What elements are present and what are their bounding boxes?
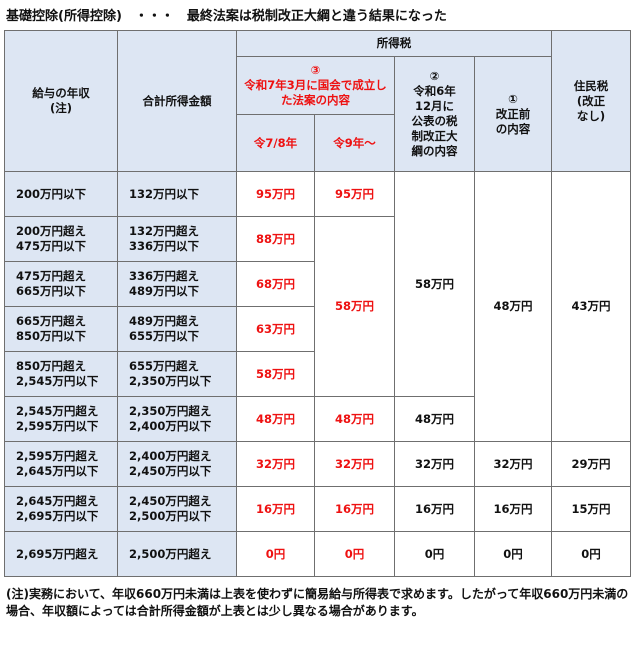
income-cell: 2,595万円超え 2,645万円以下: [4, 441, 118, 487]
resident-cell: 15万円: [551, 486, 631, 532]
income-cell: 2,695万円超え: [4, 531, 118, 577]
r7-8-cell: 0円: [236, 531, 315, 577]
header-total-income: 合計所得金額: [117, 30, 237, 172]
r7-8-cell: 16万円: [236, 486, 315, 532]
r9-cell: 95万円: [314, 171, 395, 217]
total-income-cell: 2,350万円超え 2,400万円以下: [117, 396, 237, 442]
header-income-tax: 所得税: [236, 30, 552, 57]
page-title: 基礎控除(所得控除) ・・・ 最終法案は税制改正大綱と違う結果になった: [6, 9, 447, 24]
header-r7-8: 令7/8年: [236, 114, 315, 172]
total-income-cell: 336万円超え 489万円以下: [117, 261, 237, 307]
total-income-cell: 2,500万円超え: [117, 531, 237, 577]
r7-8-cell: 68万円: [236, 261, 315, 307]
header-col1: ① 改正前 の内容: [474, 56, 552, 172]
header-income: 給与の年収 (注): [4, 30, 118, 172]
total-income-cell: 132万円以下: [117, 171, 237, 217]
header-col3-text: 令和7年3月に国会で成立した法案の内容: [244, 78, 387, 107]
header-resident-tax: 住民税 (改正 なし): [551, 30, 631, 172]
income-cell: 200万円超え 475万円以下: [4, 216, 118, 262]
r7-8-cell: 63万円: [236, 306, 315, 352]
income-cell: 200万円以下: [4, 171, 118, 217]
header-col3-number: ③: [310, 63, 321, 77]
r7-8-cell: 58万円: [236, 351, 315, 397]
header-col3: ③ 令和7年3月に国会で成立した法案の内容: [236, 56, 395, 115]
resident-cell: 29万円: [551, 441, 631, 487]
total-income-cell: 2,450万円超え 2,500万円以下: [117, 486, 237, 532]
r9-cell: 48万円: [314, 396, 395, 442]
kaisei-cell: 48万円: [394, 396, 475, 442]
before-cell: 0円: [474, 531, 552, 577]
before-48-cell: 48万円: [474, 171, 552, 442]
total-income-cell: 132万円超え 336万円以下: [117, 216, 237, 262]
total-income-cell: 489万円超え 655万円以下: [117, 306, 237, 352]
header-r9: 令9年～: [314, 114, 395, 172]
r7-8-cell: 88万円: [236, 216, 315, 262]
total-income-cell: 2,400万円超え 2,450万円以下: [117, 441, 237, 487]
basic-deduction-table: 給与の年収 (注) 合計所得金額 所得税 住民税 (改正 なし) ③ 令和7年3…: [4, 30, 631, 577]
kaisei-cell: 0円: [394, 531, 475, 577]
kaisei-58-cell: 58万円: [394, 171, 475, 397]
r9-58-cell: 58万円: [314, 216, 395, 397]
income-cell: 850万円超え 2,545万円以下: [4, 351, 118, 397]
r7-8-cell: 95万円: [236, 171, 315, 217]
r9-cell: 0円: [314, 531, 395, 577]
total-income-cell: 655万円超え 2,350万円以下: [117, 351, 237, 397]
kaisei-cell: 32万円: [394, 441, 475, 487]
r9-cell: 16万円: [314, 486, 395, 532]
footnote: (注)実務において、年収660万円未満は上表を使わずに簡易給与所得表で求めます。…: [6, 587, 629, 618]
r7-8-cell: 48万円: [236, 396, 315, 442]
income-cell: 2,645万円超え 2,695万円以下: [4, 486, 118, 532]
resident-cell: 0円: [551, 531, 631, 577]
resident-43-cell: 43万円: [551, 171, 631, 442]
before-cell: 32万円: [474, 441, 552, 487]
before-cell: 16万円: [474, 486, 552, 532]
income-cell: 2,545万円超え 2,595万円以下: [4, 396, 118, 442]
header-col2: ② 令和6年 12月に 公表の税 制改正大 綱の内容: [394, 56, 475, 172]
r9-cell: 32万円: [314, 441, 395, 487]
r7-8-cell: 32万円: [236, 441, 315, 487]
kaisei-cell: 16万円: [394, 486, 475, 532]
income-cell: 475万円超え 665万円以下: [4, 261, 118, 307]
income-cell: 665万円超え 850万円以下: [4, 306, 118, 352]
